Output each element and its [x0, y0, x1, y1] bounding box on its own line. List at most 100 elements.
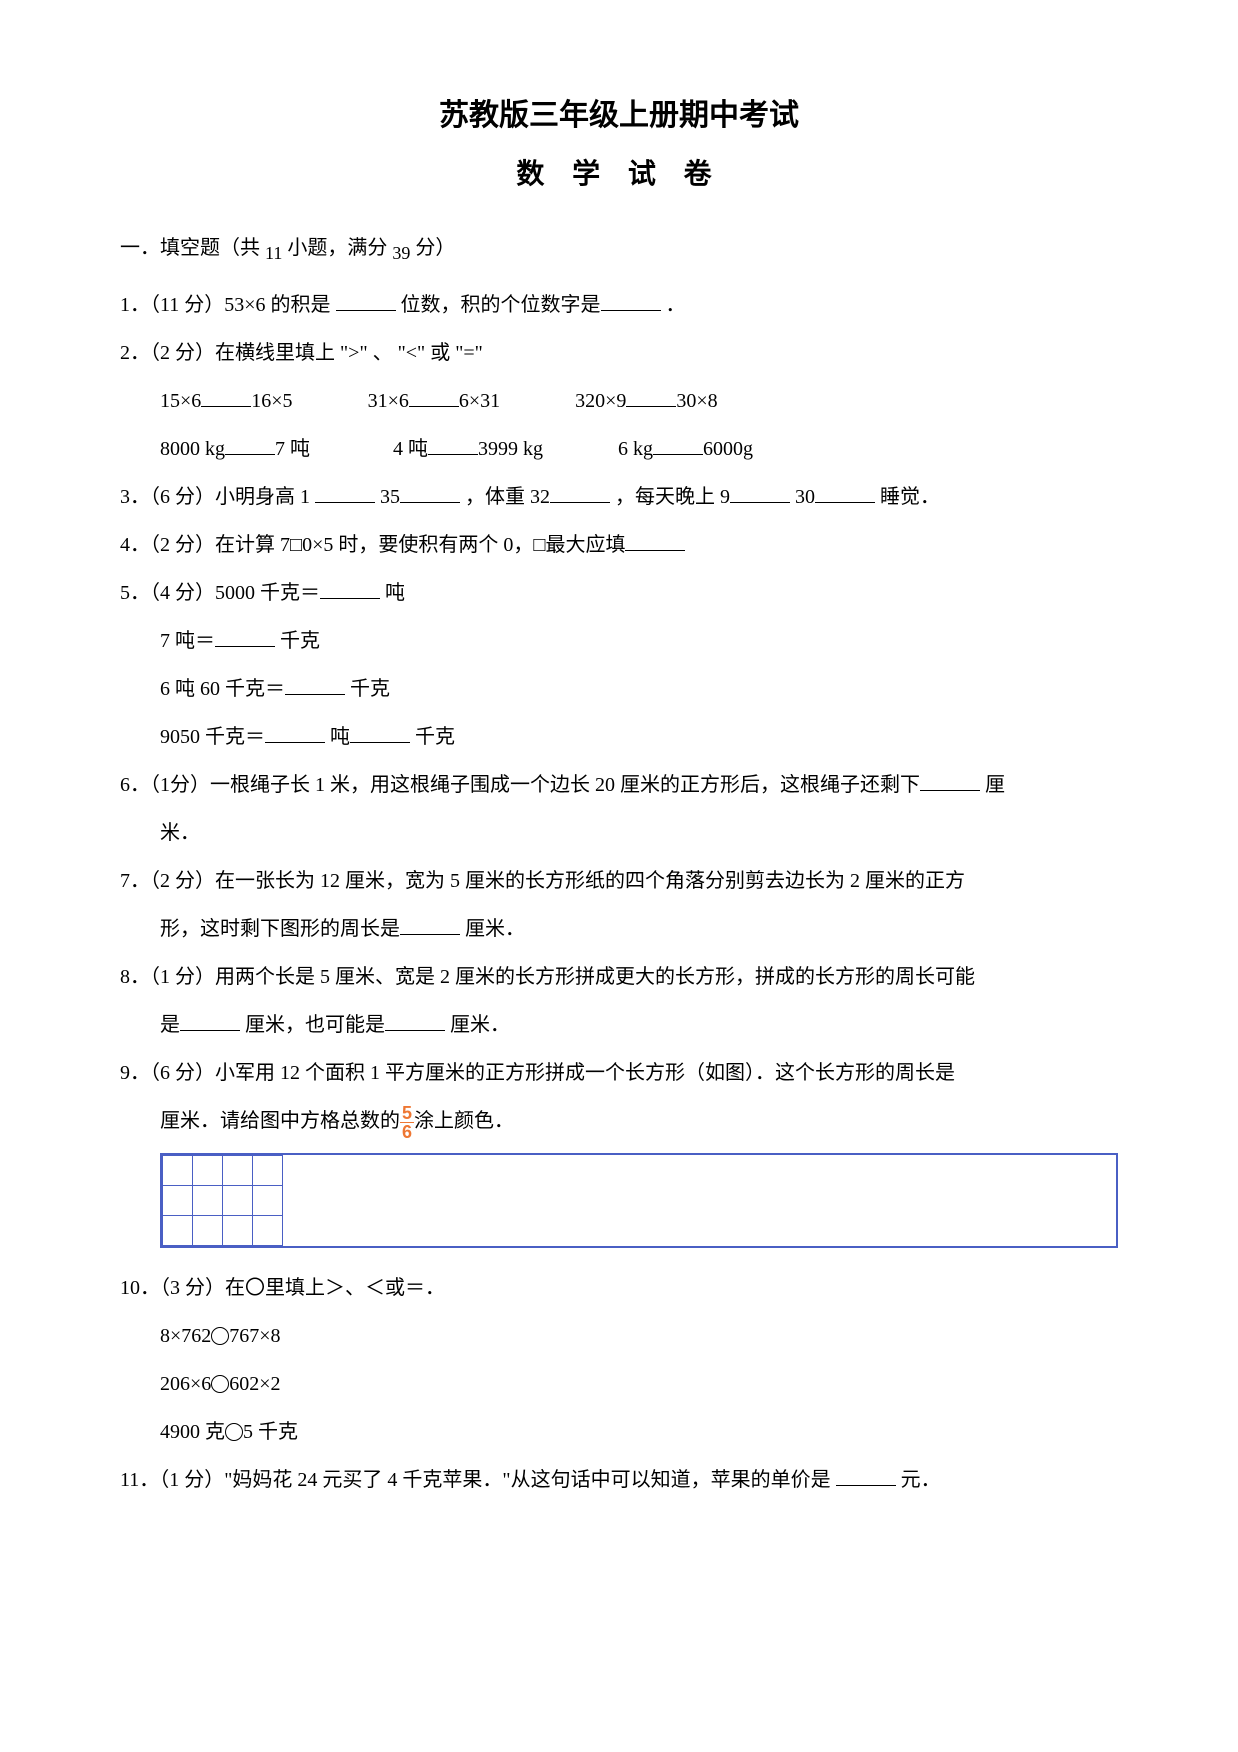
q3-p6: 睡觉． — [880, 486, 940, 508]
q5-unit: 吨 — [385, 582, 405, 604]
q9-p3: 涂上颜色． — [414, 1110, 514, 1132]
doc-title: 苏教版三年级上册期中考试 — [120, 90, 1118, 134]
q4-p1: 4．（2 分）在计算 7□0×5 时，要使积有两个 0，□最大应填 — [120, 534, 625, 556]
blank — [336, 291, 396, 311]
cmp-r: 30×8 — [676, 390, 717, 412]
blank — [400, 483, 460, 503]
q11-p2: 元． — [901, 1469, 941, 1491]
blank — [653, 435, 703, 455]
blank — [815, 483, 875, 503]
blank — [385, 1011, 445, 1031]
section-mid: 小题，满分 — [287, 237, 387, 259]
q5-l2: 7 吨＝ 千克 — [120, 619, 1118, 663]
cmp-l: 15×6 — [160, 390, 201, 412]
q5-l4a: 9050 千克＝ — [160, 726, 265, 748]
cmp-r: 3999 kg — [478, 438, 543, 460]
q11-p1: 11．（1 分）"妈妈花 24 元买了 4 千克苹果．"从这句话中可以知道，苹果… — [120, 1469, 831, 1491]
q8-l2: 是 厘米，也可能是 厘米． — [120, 1003, 1118, 1047]
q9-l2: 厘米．请给图中方格总数的56涂上颜色． — [120, 1099, 1118, 1143]
cmp-l: 31×6 — [368, 390, 409, 412]
circle-icon — [211, 1327, 229, 1345]
cmp-l: 8000 kg — [160, 438, 225, 460]
blank — [215, 627, 275, 647]
q1-p3: ． — [666, 294, 686, 316]
q5-l4c: 千克 — [415, 726, 455, 748]
cmp-l: 8×762 — [160, 1325, 211, 1347]
blank — [315, 483, 375, 503]
frac-den: 6 — [400, 1123, 414, 1141]
section-points: 39 — [392, 243, 410, 263]
q8-l1: 8．（1 分）用两个长是 5 厘米、宽是 2 厘米的长方形拼成更大的长方形，拼成… — [120, 955, 1118, 999]
blank — [180, 1011, 240, 1031]
cmp-r: 6000g — [703, 438, 753, 460]
blank — [626, 387, 676, 407]
q5-label: 5．（4 分）5000 千克＝ — [120, 582, 320, 604]
q7-l1: 7．（2 分）在一张长为 12 厘米，宽为 5 厘米的长方形纸的四个角落分别剪去… — [120, 859, 1118, 903]
q5-l1: 5．（4 分）5000 千克＝ 吨 — [120, 571, 1118, 615]
q1-p2: 位数，积的个位数字是 — [401, 294, 601, 316]
blank — [225, 435, 275, 455]
blank — [550, 483, 610, 503]
q8-p3: 厘米，也可能是 — [245, 1014, 385, 1036]
q2-label: 2．（2 分）在横线里填上 ">" 、 "<" 或 "=" — [120, 331, 1118, 375]
q8-p1: 8．（1 分）用两个长是 5 厘米、宽是 2 厘米的长方形拼成更大的长方形，拼成… — [120, 966, 975, 988]
blank — [836, 1466, 896, 1486]
q5-l4: 9050 千克＝ 吨 千克 — [120, 715, 1118, 759]
q5-l3: 6 吨 60 千克＝ 千克 — [120, 667, 1118, 711]
cmp-r: 16×5 — [251, 390, 292, 412]
q6-p2: 厘 — [985, 774, 1005, 796]
q3: 3．（6 分）小明身高 1 35 ，体重 32 ，每天晚上 9 30 睡觉． — [120, 475, 1118, 519]
q3-p1: 3．（6 分）小明身高 1 — [120, 486, 310, 508]
q7-p3: 厘米． — [465, 918, 525, 940]
blank — [730, 483, 790, 503]
q6-p1: 6．（1分）一根绳子长 1 米，用这根绳子围成一个边长 20 厘米的正方形后，这… — [120, 774, 920, 796]
circle-icon — [211, 1375, 229, 1393]
cmp-r: 5 千克 — [243, 1421, 298, 1443]
q9-p2: 厘米．请给图中方格总数的 — [160, 1110, 400, 1132]
blank — [320, 579, 380, 599]
grid-table — [162, 1155, 283, 1246]
grid-figure — [160, 1153, 1118, 1248]
blank — [400, 915, 460, 935]
q7-p2: 形，这时剩下图形的周长是 — [160, 918, 400, 940]
q5-l3a: 6 吨 60 千克＝ — [160, 678, 285, 700]
blank — [601, 291, 661, 311]
q5-l2a: 7 吨＝ — [160, 630, 215, 652]
q8-p2: 是 — [160, 1014, 180, 1036]
q8-p4: 厘米． — [450, 1014, 510, 1036]
cmp-l: 4 吨 — [393, 438, 428, 460]
q11: 11．（1 分）"妈妈花 24 元买了 4 千克苹果．"从这句话中可以知道，苹果… — [120, 1458, 1118, 1502]
cmp-r: 7 吨 — [275, 438, 310, 460]
q9-l1: 9．（6 分）小军用 12 个面积 1 平方厘米的正方形拼成一个长方形（如图）．… — [120, 1051, 1118, 1095]
doc-subtitle: 数 学 试 卷 — [120, 152, 1118, 192]
blank — [920, 771, 980, 791]
frac-num: 5 — [400, 1104, 414, 1123]
q6-p3: 米． — [160, 822, 200, 844]
blank — [350, 723, 410, 743]
cmp-l: 206×6 — [160, 1373, 211, 1395]
q3-p3: ，体重 32 — [465, 486, 550, 508]
blank — [201, 387, 251, 407]
q2-row2: 8000 kg7 吨 4 吨3999 kg 6 kg6000g — [120, 427, 1118, 471]
q3-p4: ，每天晚上 9 — [615, 486, 730, 508]
q6-cont: 米． — [120, 811, 1118, 855]
q6: 6．（1分）一根绳子长 1 米，用这根绳子围成一个边长 20 厘米的正方形后，这… — [120, 763, 1118, 807]
section-count: 11 — [265, 243, 282, 263]
q10-l1: 8×762767×8 — [120, 1314, 1118, 1358]
section-1-header: 一．填空题（共 11 小题，满分 39 分） — [120, 230, 1118, 269]
cmp-r: 6×31 — [459, 390, 500, 412]
q4: 4．（2 分）在计算 7□0×5 时，要使积有两个 0，□最大应填 — [120, 523, 1118, 567]
q3-p5: 30 — [795, 486, 815, 508]
q10-l2: 206×6602×2 — [120, 1362, 1118, 1406]
q2-row1: 15×6 16×5 31×6 6×31 320×9 30×8 — [120, 379, 1118, 423]
circle-icon — [225, 1423, 243, 1441]
blank — [625, 531, 685, 551]
q9-p1: 9．（6 分）小军用 12 个面积 1 平方厘米的正方形拼成一个长方形（如图）．… — [120, 1062, 955, 1084]
cmp-l: 320×9 — [575, 390, 626, 412]
blank — [285, 675, 345, 695]
q5-l4b: 吨 — [330, 726, 350, 748]
blank — [265, 723, 325, 743]
section-prefix: 一．填空题（共 — [120, 237, 260, 259]
q10-label: 10．（3 分）在〇里填上＞、＜或＝． — [120, 1266, 1118, 1310]
cmp-l: 4900 克 — [160, 1421, 225, 1443]
